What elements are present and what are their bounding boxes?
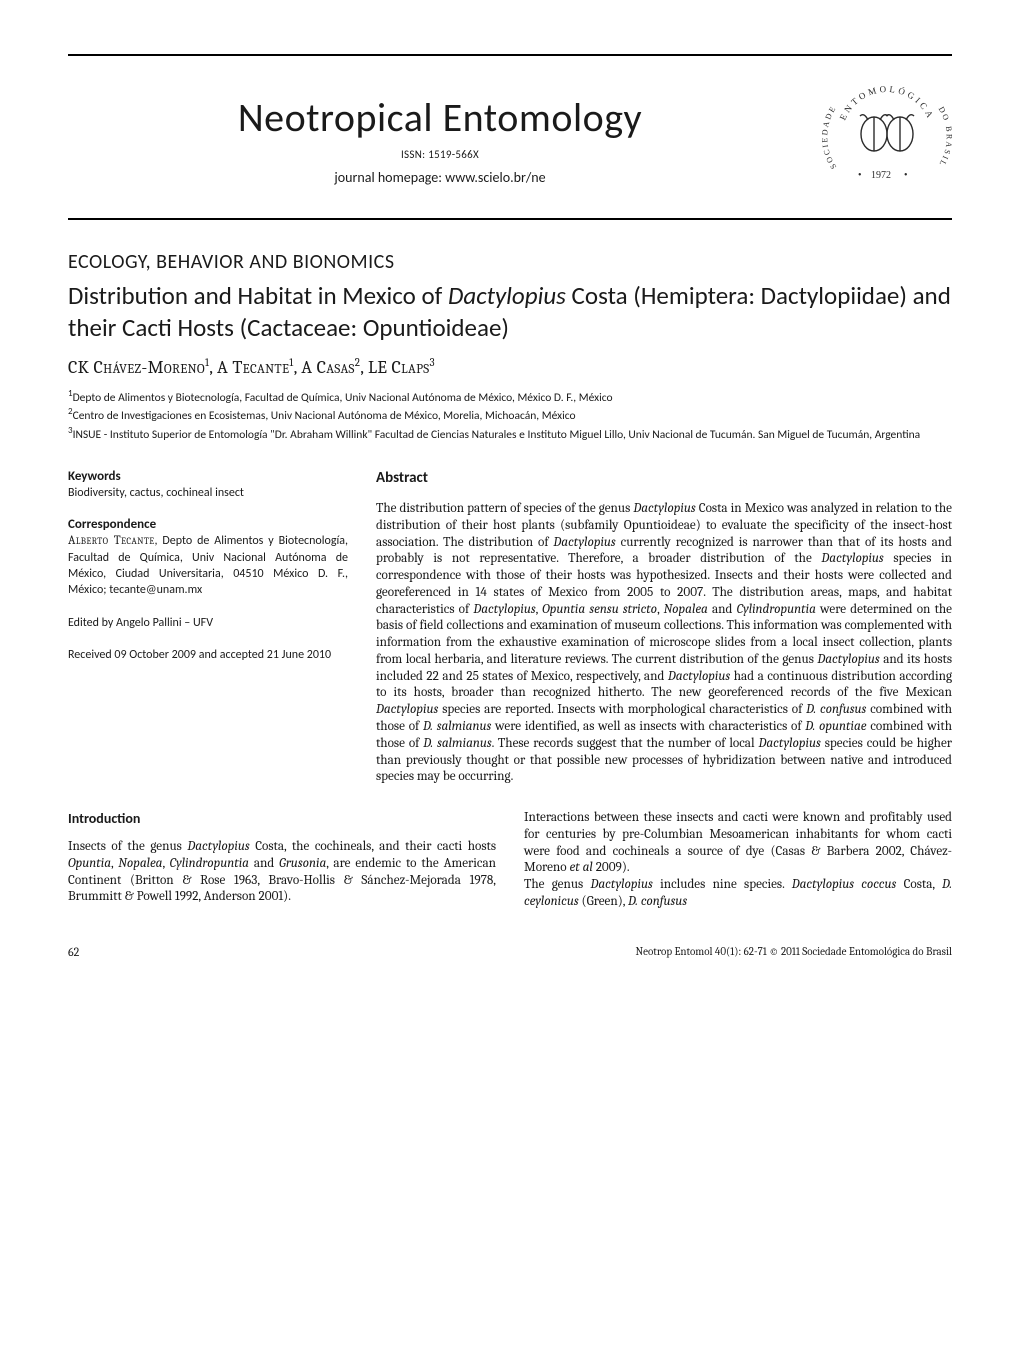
svg-text:DO BRASIL: DO BRASIL (937, 105, 952, 169)
logo-dot-right: • (904, 170, 908, 181)
svg-text:ENTOMOLÓGICA: ENTOMOLÓGICA (838, 84, 937, 122)
received-accepted: Received 09 October 2009 and accepted 21… (68, 647, 348, 663)
correspondence-body: Alberto Tecante, Depto de Alimentos y Bi… (68, 533, 348, 598)
abstract-body: The distribution pattern of species of t… (376, 501, 952, 786)
author-4-sup: 3 (430, 356, 435, 369)
logo-svg: ENTOMOLÓGICA SOCIEDADE DO BRASIL 1972 • (822, 72, 952, 202)
section-heading: ECOLOGY, BEHAVIOR AND BIONOMICS (68, 250, 952, 274)
article-title-part1: Distribution and Habitat in Mexico of (68, 280, 448, 311)
issn: ISSN: 1519-566X (68, 148, 812, 161)
affiliation-2: 2Centro de Investigaciones en Ecosistema… (68, 406, 952, 424)
journal-homepage: journal homepage: www.scielo.br/ne (68, 169, 812, 186)
article-title: Distribution and Habitat in Mexico of Da… (68, 280, 952, 344)
author-2-sup: 1 (289, 356, 293, 369)
author-1-sup: 1 (205, 356, 209, 369)
logo-top-text: ENTOMOLÓGICA (838, 84, 937, 122)
keywords-head: Keywords (68, 469, 348, 484)
correspondence-head: Correspondence (68, 517, 348, 532)
author-4: LE Claps (368, 357, 430, 378)
logo-year: 1972 (871, 170, 891, 181)
svg-text:SOCIEDADE: SOCIEDADE (822, 103, 838, 170)
intro-left-column: Introduction Insects of the genus Dactyl… (68, 810, 496, 911)
affiliations: 1Depto de Alimentos y Biotecnología, Fac… (68, 388, 952, 443)
rule-below-masthead (68, 218, 952, 220)
author-1: CK Chávez-Moreno (68, 357, 205, 378)
abstract-column: Abstract The distribution pattern of spe… (376, 469, 952, 786)
author-3: A Casas (301, 357, 354, 378)
introduction-row: Introduction Insects of the genus Dactyl… (68, 810, 952, 911)
top-rule (68, 54, 952, 56)
masthead: Neotropical Entomology ISSN: 1519-566X j… (68, 72, 952, 216)
footer-citation: Neotrop Entomol 40(1): 62-71 © 2011 Soci… (636, 945, 952, 959)
journal-name: Neotropical Entomology (68, 93, 812, 142)
authors-line: CK Chávez-Moreno1, A Tecante1, A Casas2,… (68, 356, 952, 378)
edited-by: Edited by Angelo Pallini – UFV (68, 615, 348, 631)
sidebar: Keywords Biodiversity, cactus, cochineal… (68, 469, 348, 786)
logo-left-text: SOCIEDADE (822, 103, 838, 170)
page-number: 62 (68, 945, 79, 959)
logo-insect-icon (860, 115, 914, 151)
affiliation-3: 3INSUE - Instituto Superior de Entomolog… (68, 425, 952, 443)
intro-left-body: Insects of the genus Dactylopius Costa, … (68, 839, 496, 906)
abstract-head: Abstract (376, 469, 952, 487)
author-2: A Tecante (217, 357, 289, 378)
intro-right-para1: Interactions between these insects and c… (524, 810, 952, 877)
affiliation-1: 1Depto de Alimentos y Biotecnología, Fac… (68, 388, 952, 406)
author-3-sup: 2 (355, 356, 361, 369)
correspondence-name: Alberto Tecante (68, 534, 155, 548)
journal-logo: ENTOMOLÓGICA SOCIEDADE DO BRASIL 1972 • (822, 72, 952, 206)
article-title-italic: Dactylopius (448, 280, 566, 311)
keywords-body: Biodiversity, cactus, cochineal insect (68, 485, 348, 501)
logo-dot-left: • (858, 170, 862, 181)
keywords-abstract-row: Keywords Biodiversity, cactus, cochineal… (68, 469, 952, 786)
intro-right-column: Interactions between these insects and c… (524, 810, 952, 911)
intro-right-para2: The genus Dactylopius includes nine spec… (524, 877, 952, 911)
introduction-head: Introduction (68, 810, 496, 827)
logo-right-text: DO BRASIL (937, 105, 952, 169)
masthead-left: Neotropical Entomology ISSN: 1519-566X j… (68, 93, 822, 186)
footer: 62 Neotrop Entomol 40(1): 62-71 © 2011 S… (68, 945, 952, 959)
